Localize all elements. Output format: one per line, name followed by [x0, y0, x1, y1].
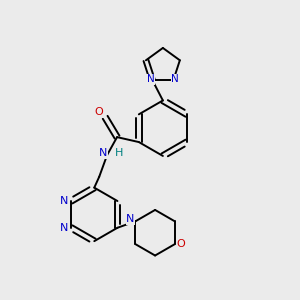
Text: O: O [176, 239, 185, 249]
Text: N: N [172, 74, 179, 84]
Text: N: N [126, 214, 135, 224]
Text: O: O [95, 107, 103, 117]
Text: N: N [60, 196, 68, 206]
Text: N: N [60, 223, 68, 233]
Text: N: N [146, 74, 154, 84]
Text: H: H [115, 148, 123, 158]
Text: N: N [99, 148, 107, 158]
